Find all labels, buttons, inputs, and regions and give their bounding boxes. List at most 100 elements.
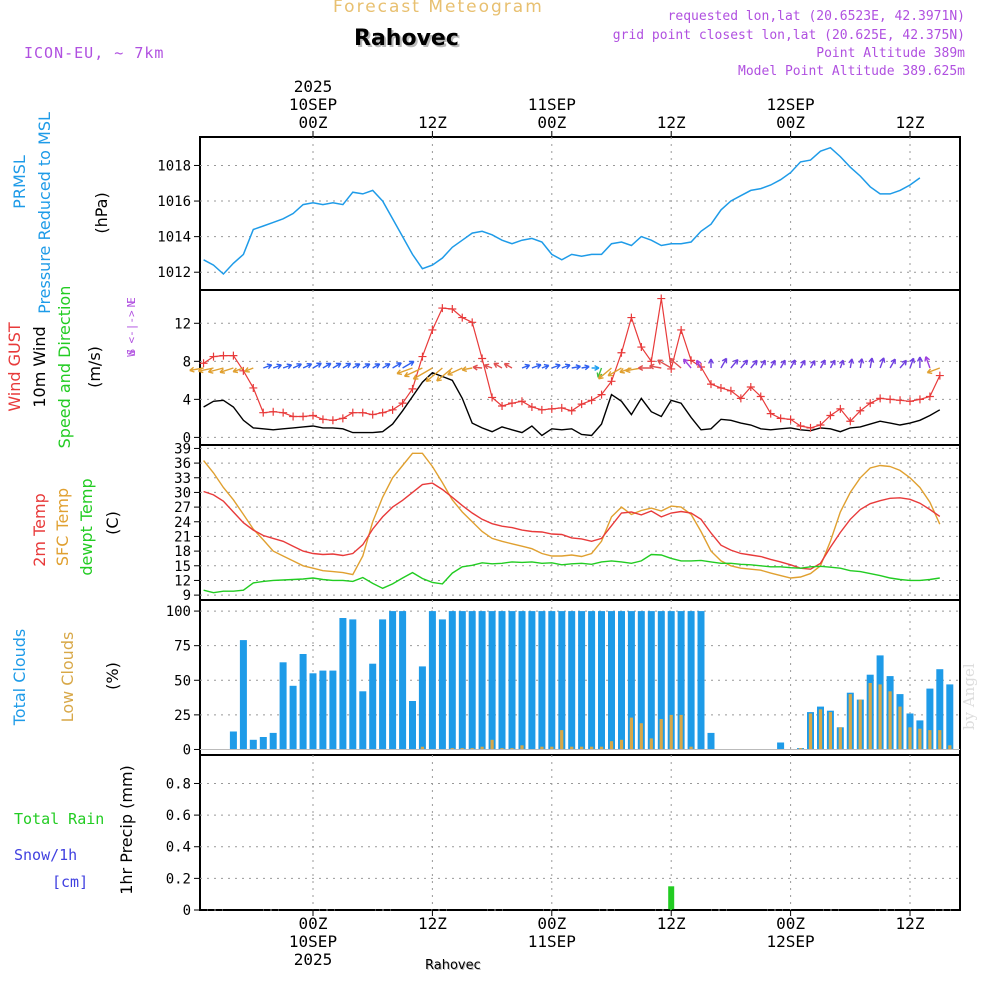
gust-marker [746,382,755,391]
total-cloud-bar [578,611,586,750]
total-cloud-bar [548,611,556,750]
total-cloud-bar [399,611,407,750]
gust-marker [348,408,357,417]
grid-coords: grid point closest lon,lat (20.625E, 42.… [612,28,965,43]
total-cloud-bar [936,669,944,750]
gust-marker [786,415,795,424]
gust-marker [279,408,288,417]
gust-marker [846,417,855,426]
total-cloud-bar [518,611,526,750]
temperature-ytick-label: 27 [174,500,191,516]
time-label-top: 10SEP [289,95,337,114]
gust-marker [677,325,686,334]
gust-marker [438,304,447,313]
gust-marker [468,318,477,327]
wind-direction-arrow [682,358,692,369]
wind-unit: (m/s) [85,346,104,388]
total-cloud-bar [528,611,536,750]
total-cloud-bar [647,611,655,750]
wind-direction-arrow [447,367,463,376]
time-label-bottom: 10SEP [289,932,337,951]
time-label-top: 11SEP [528,95,576,114]
gust-marker [647,357,656,366]
gust-marker [458,313,467,322]
gust-marker [896,396,905,405]
total-cloud-bar [269,732,277,750]
low-cloud-bar [659,719,663,750]
total-cloud-bar [289,685,297,750]
gust-marker [906,397,914,406]
gust-marker [776,414,785,423]
gust-marker [637,343,646,352]
wind-direction-arrow [312,362,322,369]
low-cloud-bar [918,728,922,750]
total-cloud-bar [379,619,387,750]
temperature-ytick-label: 9 [183,588,191,604]
pressure-label: PRMSL [10,155,29,209]
time-label-bottom: 2025 [294,950,333,969]
wind-direction-arrow [591,364,600,372]
gust-marker [299,412,308,421]
total-cloud-bar [558,611,566,750]
wind-direction-arrow [382,363,391,369]
total-cloud-bar [448,611,456,750]
wind-direction-arrow [493,362,503,369]
wind-direction-arrow [272,363,282,370]
wind-label: 10m Wind [30,326,49,407]
wind-direction-arrow [909,357,915,369]
wind-direction-arrow [829,359,836,369]
compass-south: S [125,349,138,356]
wind-direction-arrow [657,359,672,369]
temperature-ytick-label: 36 [174,456,191,472]
total-cloud-bar [369,663,377,750]
precipitation-ytick-label: 0.2 [166,871,191,887]
clouds-ytick-label: 25 [174,708,191,724]
total-cloud-bar [339,618,347,750]
wind-direction-arrow [760,359,766,369]
time-label-bottom: 00Z [299,914,328,933]
pressure-label: Pressure Reduced to MSL [35,112,54,314]
wind-direction-arrow [858,358,865,369]
time-label-top: 00Z [776,113,805,132]
low-cloud-bar [510,748,514,750]
gust-marker [398,399,407,408]
wind-direction-arrow [302,363,313,369]
gust-marker [886,395,895,404]
total-cloud-bar [598,611,605,750]
gust-marker [587,396,596,405]
clouds-ytick-label: 75 [174,639,191,655]
temperature-ytick-label: 24 [174,515,191,531]
total-cloud-bar [687,611,695,750]
gust-marker [508,399,516,408]
gust-marker [806,423,815,432]
low-cloud-bar [858,699,862,750]
low-cloud-bar [828,712,832,750]
wind-direction-arrow [521,363,531,370]
low-cloud-bar [938,730,942,750]
wind-direction-arrow [789,359,796,369]
requested-coords: requested lon,lat (20.6523E, 42.3971N) [667,9,965,24]
temp-unit: (C) [103,511,122,535]
wind-speed-line [203,371,941,437]
total-cloud-bar [389,611,397,750]
temperature-ytick-label: 12 [174,573,191,589]
time-label-bottom: 00Z [776,914,805,933]
wind-direction-arrow [720,357,728,369]
gust-marker [309,411,317,420]
total-cloud-bar [627,611,635,750]
gust-marker [249,383,258,392]
wind-direction-arrow [219,367,234,374]
snow-unit: [cm] [52,873,88,891]
wind-direction-arrow [322,362,332,369]
low-cloud-bar [898,706,902,750]
wind-direction-arrow [879,357,886,369]
temp-2m-label: 2m Temp [30,493,49,567]
low-cloud-bar [599,746,604,750]
clouds-ytick-label: 0 [183,742,191,758]
temperature-ytick-label: 30 [174,485,191,501]
compass-axis: W <-|-> E [125,297,138,357]
gust-marker [199,359,208,368]
gust-marker [388,405,397,414]
total-cloud-bar [498,611,506,750]
gust-marker [517,397,526,406]
